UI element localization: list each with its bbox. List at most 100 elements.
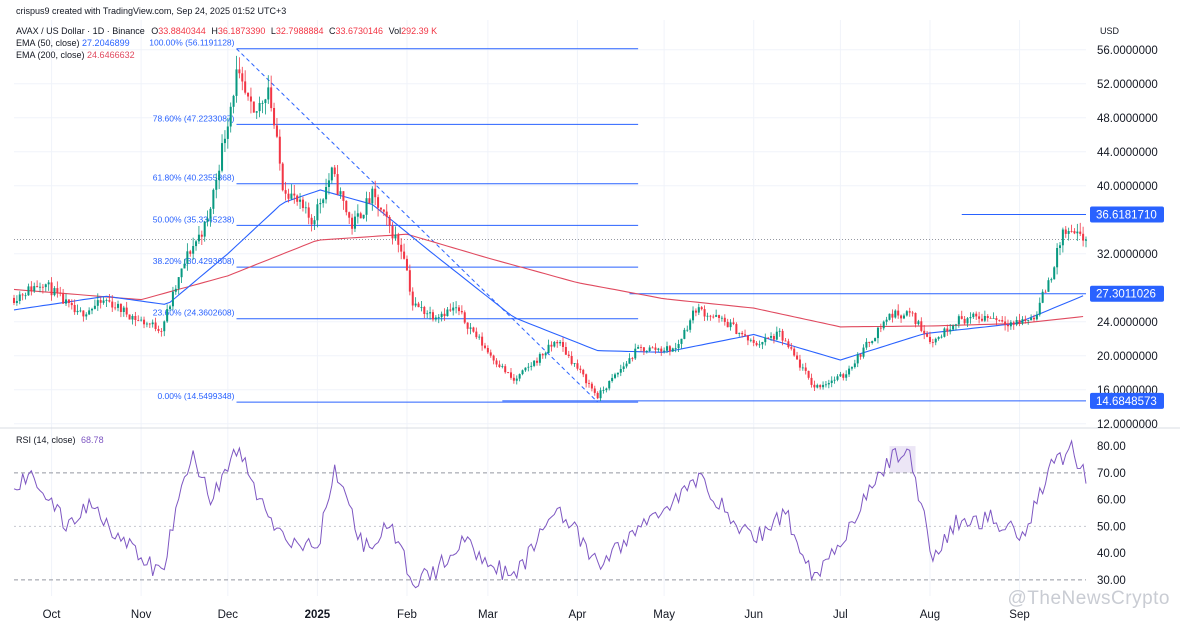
price-level-tag-label: 27.3011026 bbox=[1096, 289, 1156, 301]
candle-body bbox=[599, 390, 602, 399]
candle-body bbox=[521, 370, 524, 375]
candle-body bbox=[547, 344, 550, 354]
candle-body bbox=[784, 340, 787, 342]
candle-body bbox=[495, 360, 498, 365]
candle-body bbox=[905, 311, 908, 316]
candle-body bbox=[76, 310, 79, 313]
candle-body bbox=[82, 310, 85, 317]
ema50-legend[interactable]: EMA (50, close) 27.2046899 bbox=[16, 38, 130, 48]
candle-body bbox=[668, 346, 671, 352]
time-axis-tick-label: 2025 bbox=[305, 609, 331, 621]
candle-body bbox=[888, 313, 891, 320]
candle-body bbox=[99, 300, 102, 303]
candle-body bbox=[483, 345, 486, 348]
candle-body bbox=[796, 355, 799, 360]
rsi-legend[interactable]: RSI (14, close) 68.78 bbox=[16, 435, 104, 445]
price-axis-tick-label: 40.0000000 bbox=[1097, 181, 1158, 193]
candle-body bbox=[417, 303, 420, 308]
candle-body bbox=[680, 338, 683, 344]
candle-body bbox=[1070, 231, 1073, 232]
time-axis-tick-label: Sep bbox=[1009, 609, 1029, 621]
candle-body bbox=[157, 329, 160, 331]
candle-body bbox=[119, 303, 122, 312]
candle-body bbox=[273, 108, 276, 126]
candle-body bbox=[871, 341, 874, 343]
candle-body bbox=[804, 367, 807, 371]
candle-body bbox=[686, 329, 689, 331]
price-level-tag bbox=[1090, 206, 1164, 223]
ema50-label: EMA (50, close) bbox=[16, 38, 80, 48]
candle-body bbox=[345, 200, 348, 213]
candle-body bbox=[622, 366, 625, 369]
candle-body bbox=[469, 327, 472, 329]
candle-body bbox=[833, 379, 836, 381]
candle-body bbox=[160, 331, 163, 332]
candle-body bbox=[752, 339, 755, 343]
candle-body bbox=[281, 163, 284, 191]
candle-body bbox=[579, 368, 582, 370]
candle-body bbox=[605, 388, 608, 391]
candle-body bbox=[498, 364, 501, 367]
candle-body bbox=[102, 300, 105, 303]
candle-body bbox=[310, 217, 313, 225]
candle-body bbox=[91, 308, 94, 311]
price-level-tag bbox=[1090, 392, 1164, 409]
candle-body bbox=[423, 307, 426, 314]
candle-body bbox=[859, 354, 862, 357]
candle-body bbox=[1084, 239, 1088, 241]
candle-body bbox=[382, 209, 385, 212]
candle-body bbox=[65, 299, 68, 304]
candle-body bbox=[640, 347, 643, 348]
ema200-legend[interactable]: EMA (200, close) 24.6466632 bbox=[16, 50, 135, 60]
candle-body bbox=[541, 354, 544, 356]
candle-body bbox=[732, 322, 735, 324]
candle-body bbox=[180, 268, 183, 278]
candle-body bbox=[365, 198, 368, 215]
candle-body bbox=[1009, 322, 1012, 327]
ema50-line bbox=[13, 189, 1084, 361]
candle-body bbox=[299, 199, 302, 202]
rsi-axis-tick-label: 40.00 bbox=[1097, 548, 1126, 560]
candle-body bbox=[998, 320, 1001, 321]
candle-body bbox=[1024, 319, 1027, 321]
candle-body bbox=[567, 354, 570, 356]
candle-body bbox=[1030, 317, 1033, 321]
candle-body bbox=[30, 286, 33, 292]
candle-body bbox=[527, 366, 530, 368]
candle-body bbox=[368, 198, 371, 204]
candle-body bbox=[128, 314, 131, 320]
candle-body bbox=[394, 234, 397, 239]
time-axis-tick-label: Aug bbox=[920, 609, 940, 621]
candle-body bbox=[850, 367, 853, 369]
candle-body bbox=[645, 351, 648, 352]
candle-body bbox=[616, 372, 619, 375]
candle-body bbox=[720, 317, 723, 319]
candle-body bbox=[911, 312, 914, 314]
candle-body bbox=[405, 258, 408, 271]
candle-body bbox=[966, 318, 969, 324]
candle-body bbox=[15, 301, 18, 303]
candle-body bbox=[928, 336, 931, 342]
candle-body bbox=[781, 330, 784, 341]
candle-body bbox=[452, 307, 455, 311]
candle-body bbox=[842, 374, 845, 378]
candle-body bbox=[117, 303, 120, 308]
candle-body bbox=[746, 335, 749, 341]
candle-body bbox=[70, 303, 73, 306]
candle-body bbox=[1032, 317, 1035, 320]
candle-body bbox=[940, 336, 943, 338]
candle-body bbox=[371, 188, 374, 204]
candle-body bbox=[105, 300, 108, 301]
candle-body bbox=[197, 234, 200, 242]
candle-body bbox=[379, 207, 382, 210]
time-axis-tick-label: Oct bbox=[43, 609, 62, 621]
candle-body bbox=[235, 69, 238, 96]
candle-body bbox=[189, 251, 192, 254]
candle-body bbox=[876, 327, 879, 339]
candle-body bbox=[388, 217, 391, 226]
candle-body bbox=[38, 286, 42, 288]
candle-body bbox=[718, 315, 721, 318]
ohlc-close-label: C bbox=[329, 26, 336, 36]
candle-body bbox=[50, 282, 53, 296]
